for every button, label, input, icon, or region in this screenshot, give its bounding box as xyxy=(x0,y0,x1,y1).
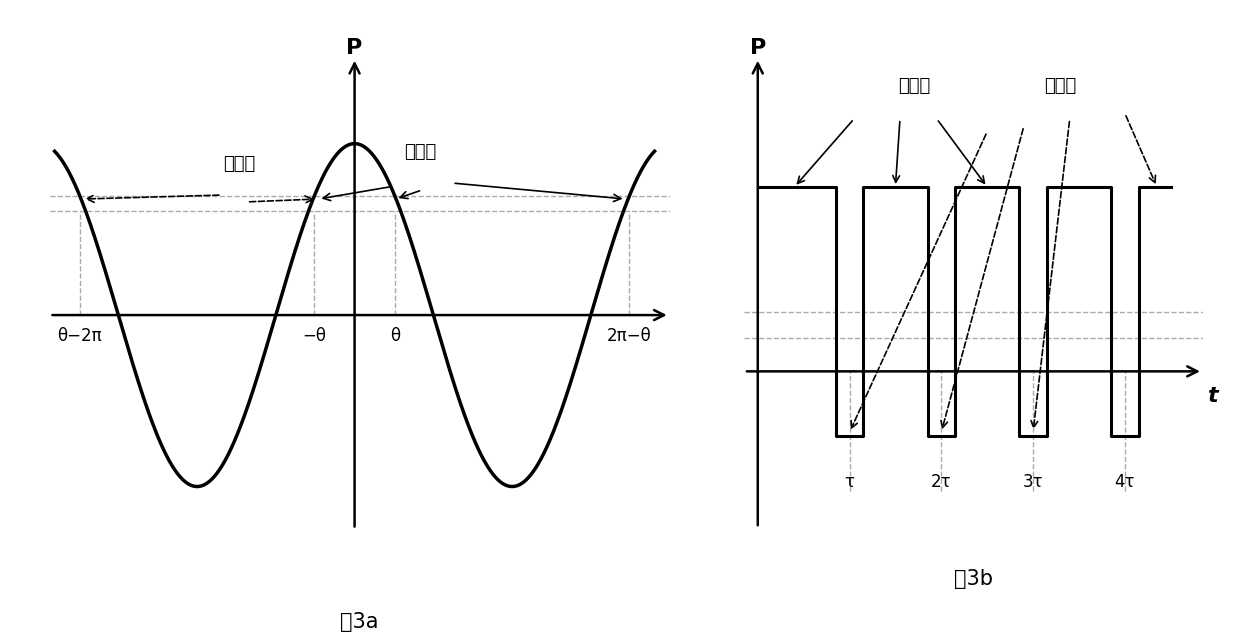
Text: θ: θ xyxy=(389,327,399,345)
Text: P: P xyxy=(750,38,766,58)
Text: 2π−θ: 2π−θ xyxy=(608,327,652,345)
Text: t: t xyxy=(1208,386,1218,406)
Text: 2τ: 2τ xyxy=(931,473,951,491)
Text: −θ: −θ xyxy=(303,327,326,345)
Text: 顺时针: 顺时针 xyxy=(898,77,930,95)
Text: 3τ: 3τ xyxy=(1023,473,1043,491)
Text: 逆时针: 逆时针 xyxy=(1044,77,1076,95)
Text: P: P xyxy=(346,38,363,58)
Text: 顺时针: 顺时针 xyxy=(404,143,436,161)
Text: 图3b: 图3b xyxy=(954,568,993,589)
Text: 4τ: 4τ xyxy=(1115,473,1135,491)
Text: τ: τ xyxy=(844,473,854,491)
Text: 逆时针: 逆时针 xyxy=(223,155,255,173)
Text: 图3a: 图3a xyxy=(340,611,379,631)
Text: θ−2π: θ−2π xyxy=(57,327,102,345)
